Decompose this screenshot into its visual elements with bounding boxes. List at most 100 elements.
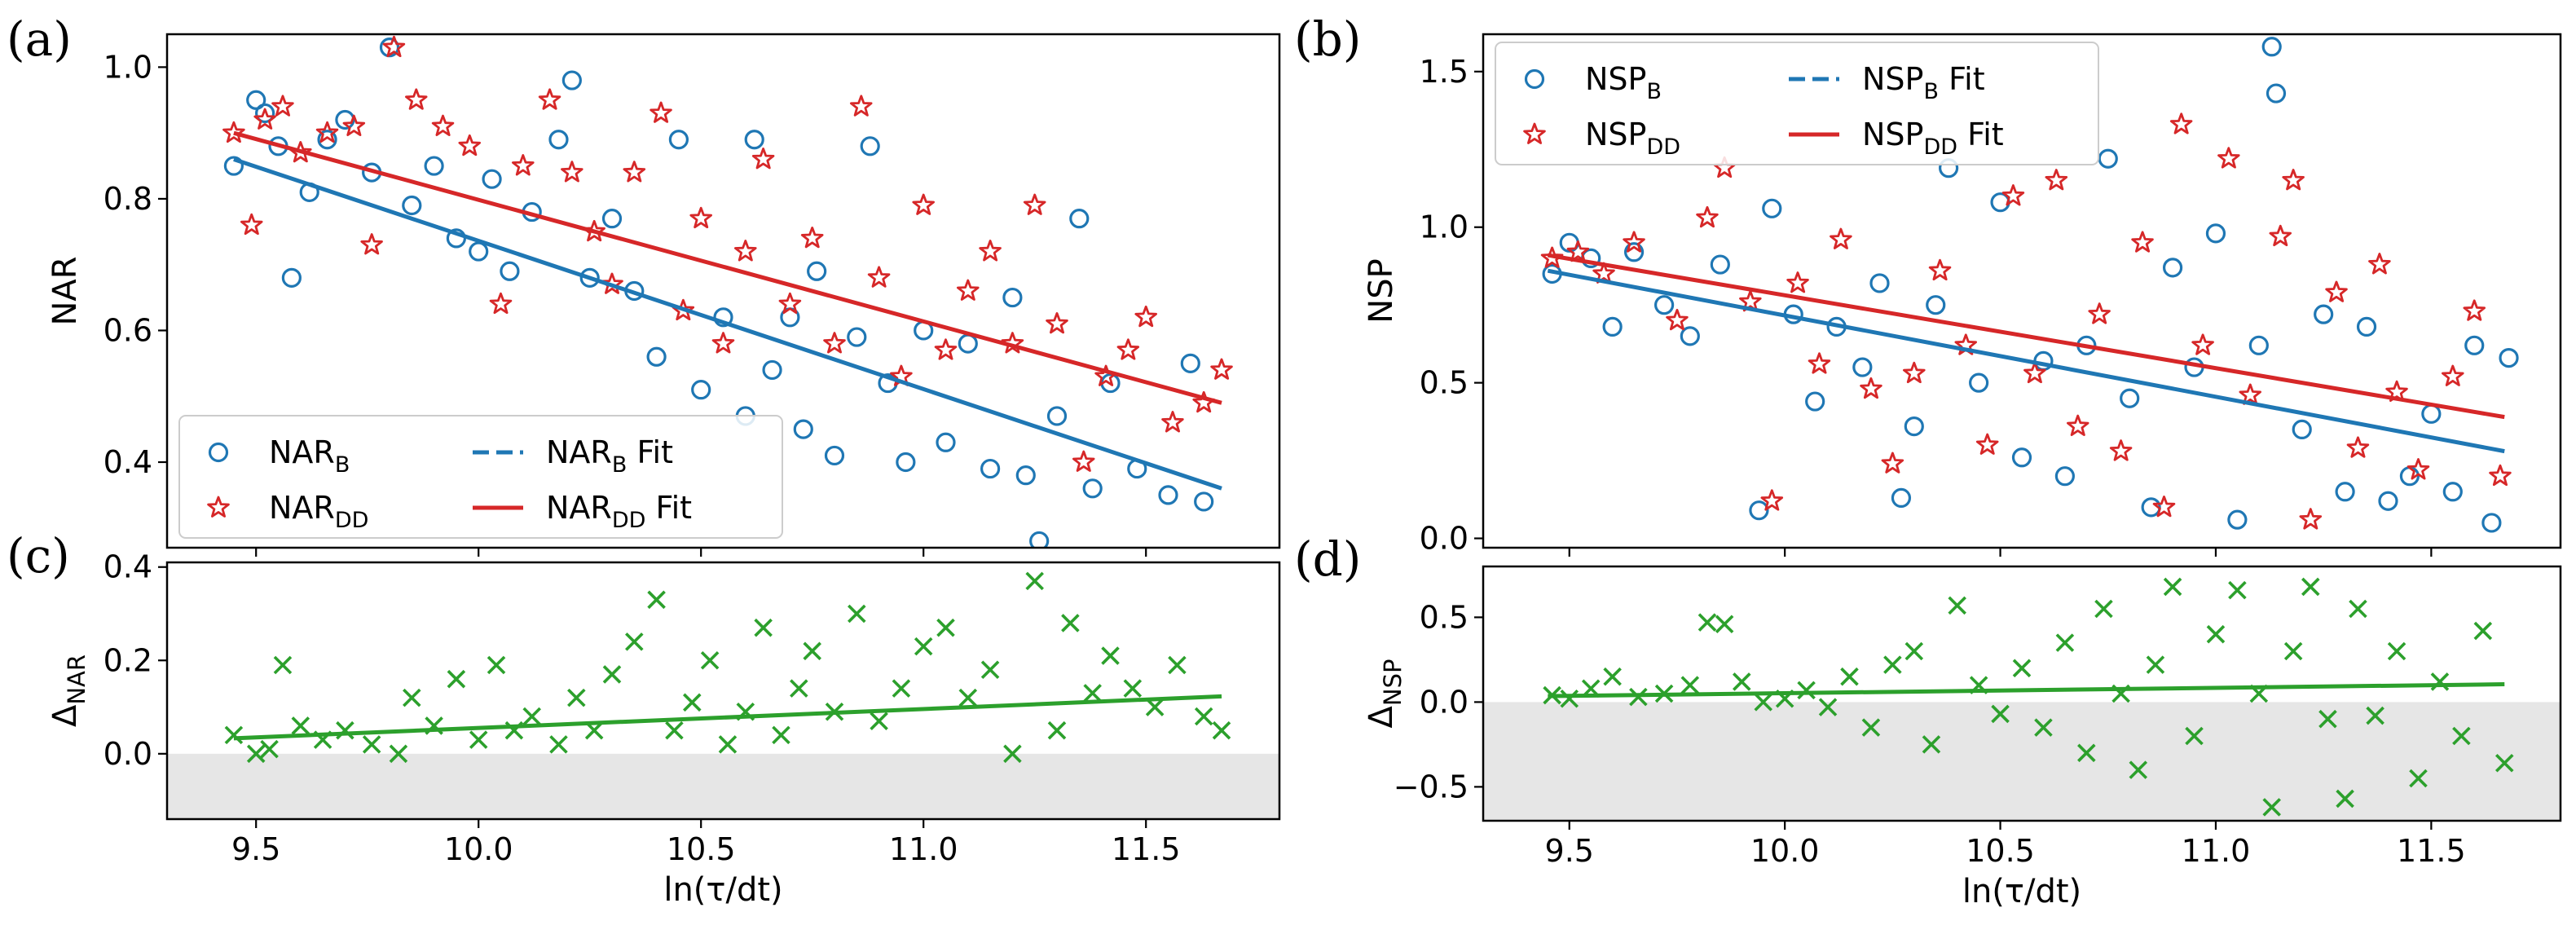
point-b-0-5 bbox=[1653, 295, 1675, 315]
point-b-1-18 bbox=[2001, 184, 2025, 206]
xtick-label-d-0: 9.5 bbox=[1545, 833, 1594, 869]
point-b-0-33 bbox=[2261, 37, 2282, 57]
series-c-0 bbox=[224, 571, 1231, 764]
point-b-0-25 bbox=[2098, 148, 2118, 169]
point-b-1-13 bbox=[1881, 452, 1904, 474]
plot-area-c bbox=[224, 571, 1231, 764]
point-b-1-8 bbox=[1760, 489, 1784, 511]
point-a-1-42 bbox=[1161, 411, 1184, 433]
point-b-1-39 bbox=[2463, 299, 2486, 321]
legend-handle-b-0 bbox=[1524, 68, 1545, 90]
point-a-0-24 bbox=[691, 380, 711, 400]
legend-label-b-2: NSPB Fit bbox=[1862, 61, 1985, 104]
point-a-0-17 bbox=[548, 130, 569, 150]
point-c-0-38 bbox=[980, 660, 1000, 679]
point-d-0-40 bbox=[2349, 599, 2367, 619]
point-a-1-24 bbox=[751, 148, 775, 170]
point-b-0-14 bbox=[1869, 273, 1890, 293]
point-a-1-38 bbox=[1072, 450, 1095, 472]
point-a-0-42 bbox=[1015, 465, 1036, 486]
point-c-0-3 bbox=[273, 655, 293, 675]
point-c-0-13 bbox=[487, 655, 506, 675]
point-b-0-11 bbox=[1805, 391, 1825, 412]
point-a-1-34 bbox=[979, 240, 1002, 262]
legend-box bbox=[178, 415, 783, 539]
legend-label-b-0: NSPB bbox=[1585, 61, 1662, 104]
point-a-0-51 bbox=[1194, 491, 1214, 512]
ytick-label-b-2: 1.0 bbox=[1420, 209, 1469, 245]
ytick-label-c-2: 0.4 bbox=[103, 549, 152, 585]
point-c-0-23 bbox=[683, 693, 702, 712]
series-d-0 bbox=[1543, 577, 2514, 817]
point-c-0-12 bbox=[469, 730, 488, 749]
point-a-0-11 bbox=[424, 156, 444, 176]
point-c-0-21 bbox=[647, 590, 666, 610]
ytick-label-a-2: 0.8 bbox=[103, 181, 152, 217]
ytick-label-b-1: 0.5 bbox=[1420, 365, 1469, 401]
xlabel-c: ln(τ/dt) bbox=[663, 871, 782, 909]
point-b-1-5 bbox=[1696, 205, 1719, 228]
point-a-0-15 bbox=[500, 261, 520, 281]
point-c-0-29 bbox=[790, 679, 808, 698]
point-b-1-14 bbox=[1903, 361, 1926, 384]
point-b-1-37 bbox=[2406, 458, 2430, 480]
point-b-1-28 bbox=[2217, 147, 2240, 169]
point-d-0-36 bbox=[2283, 641, 2303, 661]
point-c-0-8 bbox=[389, 744, 408, 764]
point-d-0-8 bbox=[1715, 615, 1734, 633]
point-c-0-37 bbox=[958, 688, 978, 707]
point-b-1-12 bbox=[1860, 377, 1882, 399]
legend-label-a-0: NARB bbox=[269, 434, 350, 478]
point-c-0-45 bbox=[1123, 679, 1143, 698]
point-c-0-7 bbox=[362, 735, 381, 754]
plot-area-d bbox=[1543, 577, 2514, 817]
point-c-0-22 bbox=[665, 720, 684, 740]
point-b-1-3 bbox=[1623, 231, 1645, 253]
point-a-0-28 bbox=[762, 359, 782, 381]
point-d-0-3 bbox=[1603, 667, 1622, 686]
point-d-0-24 bbox=[2055, 633, 2075, 652]
point-a-1-3 bbox=[271, 95, 294, 117]
legend-handle-a-0 bbox=[208, 442, 229, 463]
point-a-0-18 bbox=[561, 70, 582, 90]
point-b-0-37 bbox=[2335, 482, 2355, 502]
ytick-label-d-2: 0.5 bbox=[1420, 599, 1469, 635]
ytick-label-a-0: 0.4 bbox=[103, 444, 152, 480]
point-b-1-33 bbox=[2325, 280, 2348, 302]
point-b-1-4 bbox=[1666, 308, 1689, 331]
axes-frame-b bbox=[1482, 33, 2562, 549]
point-d-0-6 bbox=[1680, 676, 1700, 694]
negative-region-shade bbox=[1483, 702, 2561, 821]
point-b-1-0 bbox=[1540, 246, 1564, 268]
point-c-0-48 bbox=[1194, 707, 1213, 726]
point-d-0-31 bbox=[2185, 726, 2204, 746]
legend-label-b-1: NSPDD bbox=[1585, 117, 1680, 160]
point-a-1-10 bbox=[431, 114, 455, 136]
point-a-1-29 bbox=[867, 266, 891, 288]
point-a-0-41 bbox=[1002, 287, 1023, 308]
point-c-0-33 bbox=[870, 712, 888, 730]
legend-label-a-2: NARB Fit bbox=[546, 434, 673, 478]
ytick-label-c-1: 0.2 bbox=[103, 642, 152, 678]
point-c-0-4 bbox=[291, 716, 310, 735]
point-b-0-17 bbox=[1926, 295, 1946, 315]
point-d-0-35 bbox=[2262, 798, 2281, 817]
point-c-0-0 bbox=[224, 725, 244, 745]
point-a-0-1 bbox=[246, 90, 266, 110]
point-b-1-17 bbox=[1975, 433, 1999, 455]
point-b-1-40 bbox=[2489, 464, 2512, 487]
point-a-1-5 bbox=[315, 121, 339, 143]
fit-line-d-0 bbox=[1548, 682, 2505, 698]
point-b-1-27 bbox=[2191, 333, 2214, 355]
xtick-label-d-4: 11.5 bbox=[2397, 833, 2466, 869]
point-a-0-6 bbox=[317, 130, 337, 150]
point-b-0-15 bbox=[1891, 487, 1912, 509]
legend-label-b-3: NSPDD Fit bbox=[1862, 117, 2004, 160]
point-b-0-16 bbox=[1904, 416, 1924, 437]
point-b-1-21 bbox=[2067, 414, 2089, 436]
point-a-1-12 bbox=[489, 292, 513, 315]
point-c-0-24 bbox=[700, 651, 720, 670]
point-b-0-31 bbox=[2227, 509, 2248, 530]
panel-c: 9.5 10.0 10.5 11.0 11.5 0.0 0.2 0.4 ΔNAR ln(τ/dt)… bbox=[7, 528, 1281, 909]
